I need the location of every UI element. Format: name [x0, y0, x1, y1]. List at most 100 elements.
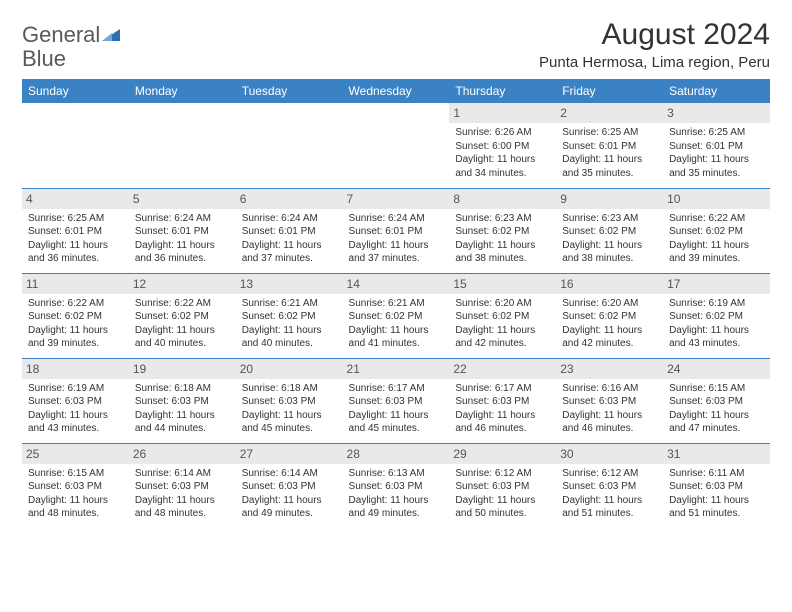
sunset-text: Sunset: 6:02 PM	[669, 225, 764, 239]
calendar-day-cell: 28 Sunrise: 6:13 AMSunset: 6:03 PMDayligh…	[343, 443, 450, 528]
date-number: 12	[129, 274, 236, 294]
date-number: 22	[449, 359, 556, 379]
header-right: August 2024 Punta Hermosa, Lima region, …	[539, 18, 770, 71]
day-header-cell: Saturday	[663, 79, 770, 103]
date-number: 18	[22, 359, 129, 379]
sunset-text: Sunset: 6:02 PM	[562, 310, 657, 324]
daylight-text: Daylight: 11 hours and 40 minutes.	[242, 324, 337, 351]
sunrise-text: Sunrise: 6:17 AM	[349, 382, 444, 396]
daylight-text: Daylight: 11 hours and 51 minutes.	[562, 494, 657, 521]
calendar-day-cell	[22, 103, 129, 188]
daylight-text: Daylight: 11 hours and 36 minutes.	[28, 239, 123, 266]
calendar-day-cell: 7Sunrise: 6:24 AMSunset: 6:01 PMDaylight…	[343, 188, 450, 273]
sunrise-text: Sunrise: 6:25 AM	[669, 126, 764, 140]
logo-triangle-icon	[100, 27, 122, 48]
sunrise-text: Sunrise: 6:18 AM	[135, 382, 230, 396]
sun-info: Sunrise: 6:19 AMSunset: 6:03 PMDaylight:…	[28, 382, 123, 436]
date-number: 23	[556, 359, 663, 379]
sunset-text: Sunset: 6:01 PM	[242, 225, 337, 239]
sunset-text: Sunset: 6:03 PM	[455, 395, 550, 409]
sunset-text: Sunset: 6:01 PM	[28, 225, 123, 239]
daylight-text: Daylight: 11 hours and 39 minutes.	[669, 239, 764, 266]
sun-info: Sunrise: 6:14 AMSunset: 6:03 PMDaylight:…	[135, 467, 230, 521]
sunrise-text: Sunrise: 6:12 AM	[455, 467, 550, 481]
sunset-text: Sunset: 6:03 PM	[562, 395, 657, 409]
calendar-day-cell: 1Sunrise: 6:26 AMSunset: 6:00 PMDaylight…	[449, 103, 556, 188]
sunrise-text: Sunrise: 6:24 AM	[242, 212, 337, 226]
sun-info: Sunrise: 6:12 AMSunset: 6:03 PMDaylight:…	[455, 467, 550, 521]
sunrise-text: Sunrise: 6:25 AM	[562, 126, 657, 140]
sunset-text: Sunset: 6:03 PM	[349, 480, 444, 494]
calendar-day-cell: 8Sunrise: 6:23 AMSunset: 6:02 PMDaylight…	[449, 188, 556, 273]
sunset-text: Sunset: 6:03 PM	[562, 480, 657, 494]
sun-info: Sunrise: 6:25 AMSunset: 6:01 PMDaylight:…	[28, 212, 123, 266]
calendar-day-cell: 22 Sunrise: 6:17 AMSunset: 6:03 PMDayligh…	[449, 358, 556, 443]
sun-info: Sunrise: 6:19 AMSunset: 6:02 PMDaylight:…	[669, 297, 764, 351]
calendar-week-row: 18 Sunrise: 6:19 AMSunset: 6:03 PMDayligh…	[22, 358, 770, 443]
date-number: 5	[129, 189, 236, 209]
calendar-day-cell: 29Sunrise: 6:12 AMSunset: 6:03 PMDayligh…	[449, 443, 556, 528]
calendar-day-cell: 19Sunrise: 6:18 AMSunset: 6:03 PMDayligh…	[129, 358, 236, 443]
sun-info: Sunrise: 6:17 AMSunset: 6:03 PMDaylight:…	[455, 382, 550, 436]
day-header-cell: Monday	[129, 79, 236, 103]
calendar-day-cell	[129, 103, 236, 188]
logo-text-blue: Blue	[22, 46, 66, 71]
sunrise-text: Sunrise: 6:16 AM	[562, 382, 657, 396]
date-number: 13	[236, 274, 343, 294]
calendar-day-cell: 31Sunrise: 6:11 AMSunset: 6:03 PMDayligh…	[663, 443, 770, 528]
sunset-text: Sunset: 6:01 PM	[669, 140, 764, 154]
sun-info: Sunrise: 6:13 AMSunset: 6:03 PMDaylight:…	[349, 467, 444, 521]
sun-info: Sunrise: 6:22 AMSunset: 6:02 PMDaylight:…	[28, 297, 123, 351]
sunset-text: Sunset: 6:02 PM	[28, 310, 123, 324]
calendar-day-cell: 13 Sunrise: 6:21 AMSunset: 6:02 PMDayligh…	[236, 273, 343, 358]
sunset-text: Sunset: 6:03 PM	[28, 480, 123, 494]
sunrise-text: Sunrise: 6:22 AM	[28, 297, 123, 311]
sunset-text: Sunset: 6:02 PM	[669, 310, 764, 324]
calendar-body: 1Sunrise: 6:26 AMSunset: 6:00 PMDaylight…	[22, 103, 770, 528]
calendar-day-cell: 6Sunrise: 6:24 AMSunset: 6:01 PMDaylight…	[236, 188, 343, 273]
daylight-text: Daylight: 11 hours and 46 minutes.	[562, 409, 657, 436]
calendar-day-cell: 3 Sunrise: 6:25 AMSunset: 6:01 PMDaylight…	[663, 103, 770, 188]
sun-info: Sunrise: 6:20 AMSunset: 6:02 PMDaylight:…	[562, 297, 657, 351]
sun-info: Sunrise: 6:12 AMSunset: 6:03 PMDaylight:…	[562, 467, 657, 521]
sunset-text: Sunset: 6:02 PM	[562, 225, 657, 239]
calendar-day-cell: 14Sunrise: 6:21 AMSunset: 6:02 PMDayligh…	[343, 273, 450, 358]
date-number: 28	[343, 444, 450, 464]
calendar-table: SundayMondayTuesdayWednesdayThursdayFrid…	[22, 79, 770, 528]
sunset-text: Sunset: 6:02 PM	[135, 310, 230, 324]
date-number: 6	[236, 189, 343, 209]
sunset-text: Sunset: 6:03 PM	[135, 480, 230, 494]
sun-info: Sunrise: 6:24 AMSunset: 6:01 PMDaylight:…	[349, 212, 444, 266]
calendar-day-cell: 25Sunrise: 6:15 AMSunset: 6:03 PMDayligh…	[22, 443, 129, 528]
sun-info: Sunrise: 6:14 AMSunset: 6:03 PMDaylight:…	[242, 467, 337, 521]
sun-info: Sunrise: 6:21 AMSunset: 6:02 PMDaylight:…	[349, 297, 444, 351]
date-number: 9	[556, 189, 663, 209]
calendar-week-row: 1Sunrise: 6:26 AMSunset: 6:00 PMDaylight…	[22, 103, 770, 188]
sunset-text: Sunset: 6:03 PM	[242, 480, 337, 494]
sunset-text: Sunset: 6:02 PM	[455, 310, 550, 324]
daylight-text: Daylight: 11 hours and 39 minutes.	[28, 324, 123, 351]
calendar-day-cell: 16 Sunrise: 6:20 AMSunset: 6:02 PMDayligh…	[556, 273, 663, 358]
calendar-day-cell	[343, 103, 450, 188]
sunset-text: Sunset: 6:03 PM	[242, 395, 337, 409]
sunrise-text: Sunrise: 6:21 AM	[242, 297, 337, 311]
sunset-text: Sunset: 6:03 PM	[669, 395, 764, 409]
sun-info: Sunrise: 6:17 AMSunset: 6:03 PMDaylight:…	[349, 382, 444, 436]
sunset-text: Sunset: 6:02 PM	[242, 310, 337, 324]
date-number: 3	[663, 103, 770, 123]
day-header-cell: Wednesday	[343, 79, 450, 103]
date-number: 25	[22, 444, 129, 464]
calendar-day-cell: 30Sunrise: 6:12 AMSunset: 6:03 PMDayligh…	[556, 443, 663, 528]
daylight-text: Daylight: 11 hours and 42 minutes.	[455, 324, 550, 351]
sun-info: Sunrise: 6:21 AMSunset: 6:02 PMDaylight:…	[242, 297, 337, 351]
sunrise-text: Sunrise: 6:19 AM	[669, 297, 764, 311]
day-header-row: SundayMondayTuesdayWednesdayThursdayFrid…	[22, 79, 770, 103]
sunrise-text: Sunrise: 6:24 AM	[349, 212, 444, 226]
date-number: 21	[343, 359, 450, 379]
date-number: 16	[556, 274, 663, 294]
sun-info: Sunrise: 6:11 AMSunset: 6:03 PMDaylight:…	[669, 467, 764, 521]
daylight-text: Daylight: 11 hours and 35 minutes.	[669, 153, 764, 180]
date-number: 8	[449, 189, 556, 209]
daylight-text: Daylight: 11 hours and 48 minutes.	[135, 494, 230, 521]
sunrise-text: Sunrise: 6:21 AM	[349, 297, 444, 311]
